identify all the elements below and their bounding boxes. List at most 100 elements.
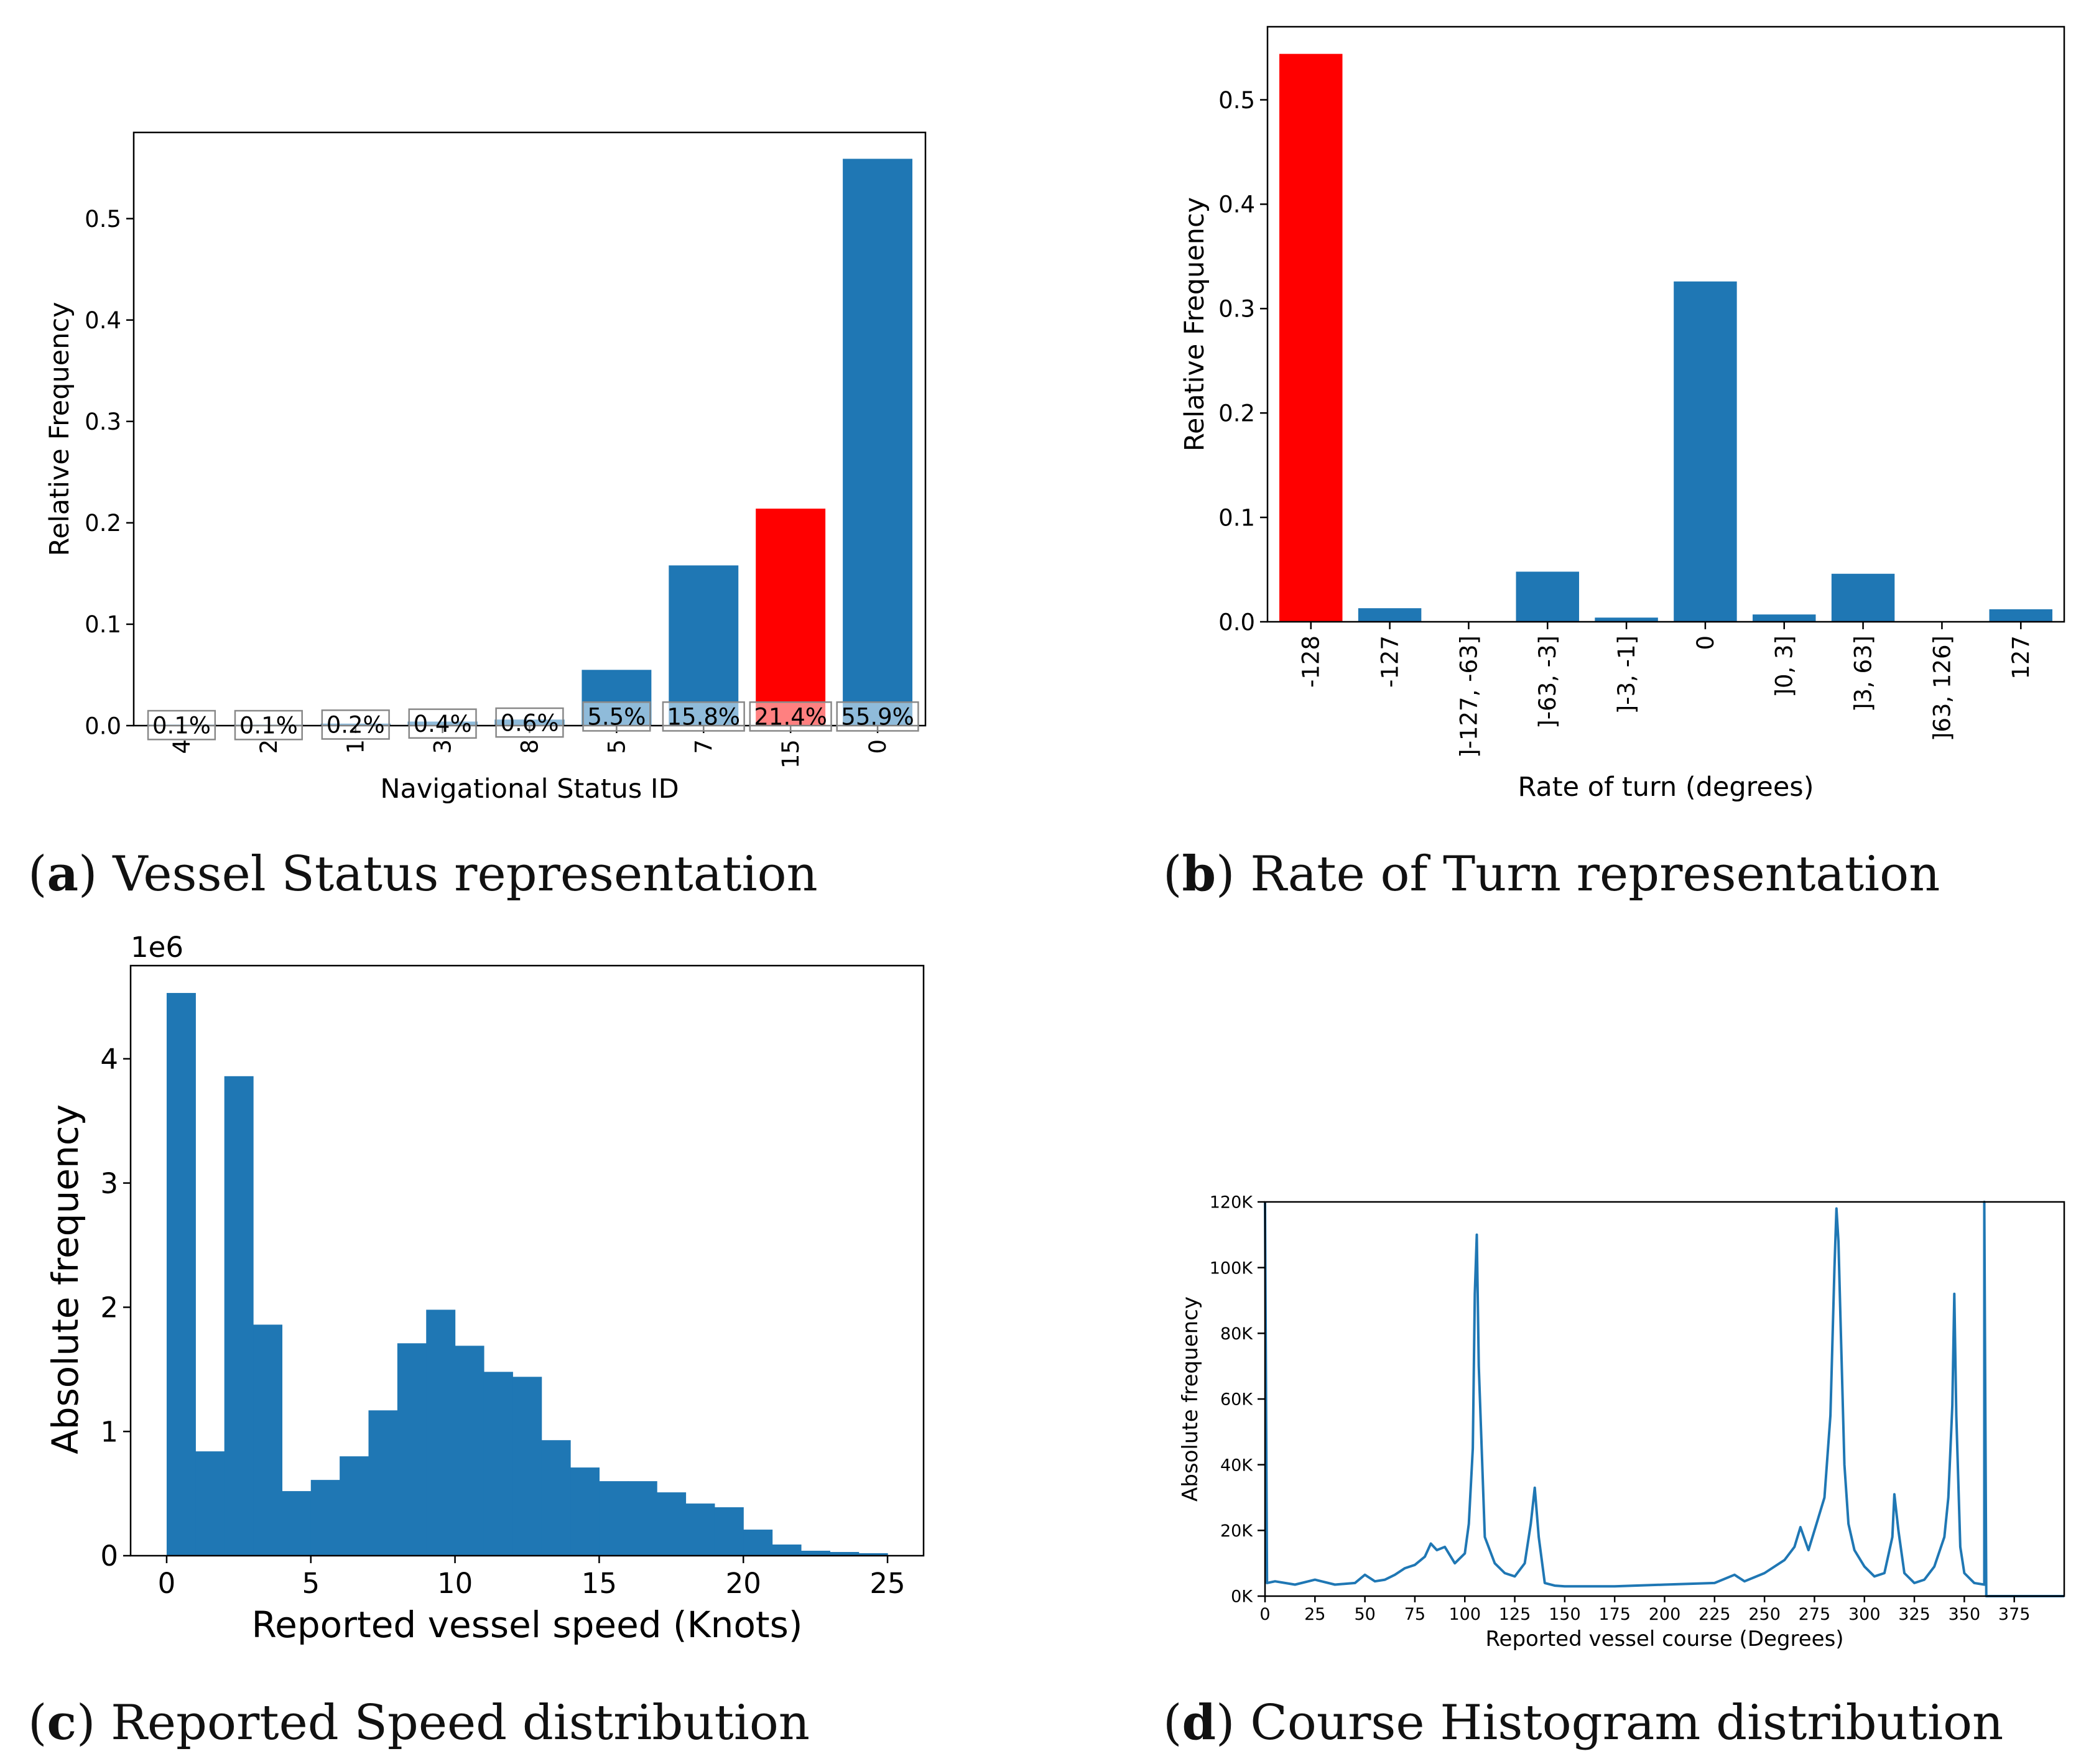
x-tick-label-a: 2 <box>256 739 282 754</box>
y-tick-label-b: 0.3 <box>1218 296 1255 323</box>
bar-a <box>756 509 826 726</box>
data-label-box-a <box>662 701 745 732</box>
y-tick-label-d: 20K <box>1220 1522 1253 1541</box>
histogram-bar-c <box>858 1553 888 1556</box>
bar-a <box>843 159 913 726</box>
bar-b <box>1831 573 1895 622</box>
histogram-bar-c <box>830 1552 860 1556</box>
x-tick-label-d: 50 <box>1354 1605 1375 1624</box>
caption-b: (b) Rate of Turn representation <box>1163 846 1940 902</box>
histogram-bar-c <box>253 1324 283 1556</box>
bar-b <box>1989 609 2052 622</box>
histogram-bar-c <box>570 1467 600 1556</box>
histogram-bar-c <box>714 1507 744 1556</box>
caption-d: (d) Course Histogram distribution <box>1163 1694 2003 1751</box>
x-tick-label-d: 300 <box>1848 1605 1881 1624</box>
data-label-box-a <box>582 701 651 732</box>
histogram-bar-c <box>628 1481 657 1556</box>
y-offset-text-c: 1e6 <box>131 931 183 964</box>
y-tick-label-a: 0.4 <box>85 307 121 334</box>
y-tick-label-c: 0 <box>100 1540 118 1572</box>
caption-a: (a) Vessel Status representation <box>28 846 818 902</box>
y-tick-label-a: 0.0 <box>85 713 121 739</box>
bar-b <box>1595 617 1658 622</box>
histogram-bar-c <box>743 1530 773 1556</box>
y-tick-label-b: 0.5 <box>1218 87 1255 114</box>
x-tick-label-a: 8 <box>516 739 543 754</box>
data-label-a: 15.8% <box>667 704 741 731</box>
x-tick-label-d: 275 <box>1799 1605 1831 1624</box>
y-axis-label-c: Absolute frequency <box>44 1104 86 1454</box>
data-label-a: 55.9% <box>841 704 914 731</box>
x-tick-label-a: 3 <box>430 739 457 754</box>
x-tick-label-a: 4 <box>169 739 195 754</box>
data-label-a: 0.2% <box>327 712 385 739</box>
x-tick-label-c: 0 <box>158 1567 176 1600</box>
y-tick-label-b: 0.0 <box>1218 609 1255 635</box>
y-tick-label-d: 60K <box>1220 1390 1253 1410</box>
y-tick-label-d: 100K <box>1210 1258 1254 1278</box>
y-tick-label-a: 0.5 <box>85 206 121 233</box>
histogram-bar-c <box>166 992 196 1556</box>
bar-b <box>1358 608 1422 622</box>
histogram-bar-c <box>657 1492 687 1556</box>
histogram-bar-c <box>368 1410 398 1556</box>
caption-c: (c) Reported Speed distribution <box>28 1694 810 1751</box>
x-tick-label-b: ]-3, -1] <box>1613 635 1640 714</box>
panel-d-course-histogram: 0K 20K 40K 60K 80K 100K 120K 0 25 50 75 100 125 150 17… <box>1178 1193 2065 1651</box>
x-tick-label-d: 100 <box>1448 1605 1481 1624</box>
x-axis-label-d: Reported vessel course (Degrees) <box>1485 1627 1843 1651</box>
y-tick-label-a: 0.2 <box>85 510 121 537</box>
y-axis-label-d: Absolute frequency <box>1178 1296 1203 1502</box>
bar-b <box>1516 571 1579 622</box>
histogram-bar-c <box>426 1309 456 1556</box>
histogram-bar-c <box>282 1491 312 1556</box>
x-tick-label-d: 125 <box>1499 1605 1531 1624</box>
histogram-bar-c <box>195 1451 225 1556</box>
panel-c-speed-distribution: 0 1 2 3 4 0 5 10 15 20 25 1e6 Reported vessel speed … <box>44 931 925 1646</box>
data-label-a: 5.5% <box>587 704 646 731</box>
bar-b <box>1279 53 1343 622</box>
histogram-bar-c <box>772 1545 802 1556</box>
x-tick-label-b: ]-63, -3] <box>1534 635 1561 729</box>
y-axis-label-b: Relative Frequency <box>1179 197 1210 451</box>
x-tick-label-d: 200 <box>1649 1605 1681 1624</box>
x-tick-label-a: 1 <box>343 739 369 754</box>
x-tick-label-a: 0 <box>864 739 891 754</box>
histogram-bar-c <box>483 1372 513 1556</box>
x-tick-label-a: 15 <box>777 739 804 769</box>
data-label-box-a <box>234 709 303 741</box>
x-tick-label-b: -127 <box>1377 635 1404 688</box>
data-label-box-a <box>321 709 390 740</box>
y-tick-label-c: 4 <box>100 1043 118 1076</box>
x-tick-label-c: 10 <box>437 1567 473 1600</box>
data-label-a: 0.6% <box>501 709 559 736</box>
data-label-a: 0.1% <box>239 713 298 739</box>
x-tick-label-d: 0 <box>1259 1605 1270 1624</box>
y-tick-label-b: 0.1 <box>1218 504 1255 531</box>
x-tick-label-c: 15 <box>582 1567 617 1600</box>
x-tick-label-b: -128 <box>1298 635 1325 688</box>
histogram-bar-c <box>224 1076 254 1556</box>
y-tick-label-c: 3 <box>100 1167 118 1200</box>
x-tick-label-b: ]63, 126] <box>1929 635 1955 741</box>
data-label-a: 21.4% <box>754 704 827 731</box>
histogram-bar-c <box>310 1480 340 1556</box>
y-tick-label-a: 0.1 <box>85 611 121 638</box>
x-tick-label-d: 225 <box>1699 1605 1731 1624</box>
histogram-bar-c <box>541 1440 571 1556</box>
y-tick-label-c: 2 <box>100 1291 118 1324</box>
x-tick-label-d: 150 <box>1549 1605 1581 1624</box>
histogram-bar-c <box>397 1343 427 1556</box>
x-tick-label-c: 20 <box>726 1567 761 1600</box>
y-axis-label-a: Relative Frequency <box>44 302 75 556</box>
x-axis-label-b: Rate of turn (degrees) <box>1518 772 1814 803</box>
x-tick-label-d: 25 <box>1304 1605 1325 1624</box>
x-tick-label-b: 0 <box>1692 635 1719 650</box>
x-tick-label-b: ]-127, -63] <box>1455 635 1482 758</box>
data-label-box-a <box>147 709 216 741</box>
x-axis-label-a: Navigational Status ID <box>380 773 679 805</box>
histogram-bar-c <box>800 1551 830 1556</box>
panel-a-vessel-status: 0.0 0.1 0.2 0.3 0.4 0.5 4 2 1 3 8 5 7 15 0 0.1% 0.1% 0.2%… <box>44 131 927 805</box>
bar-b <box>1674 281 1737 622</box>
